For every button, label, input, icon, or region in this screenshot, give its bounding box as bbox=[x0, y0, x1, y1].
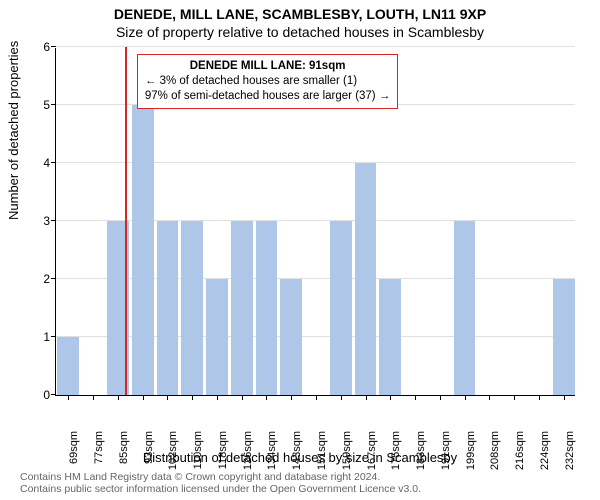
y-tick-mark bbox=[51, 394, 56, 395]
bar bbox=[57, 337, 79, 395]
bar bbox=[256, 221, 278, 395]
x-tick-mark bbox=[118, 395, 119, 400]
x-tick-mark bbox=[341, 395, 342, 400]
x-axis-label: Distribution of detached houses by size … bbox=[0, 450, 600, 465]
y-tick-label: 5 bbox=[26, 98, 50, 112]
annotation-box: DENEDE MILL LANE: 91sqm← 3% of detached … bbox=[137, 54, 398, 109]
x-tick-mark bbox=[217, 395, 218, 400]
grid-line bbox=[56, 46, 575, 47]
x-tick-mark bbox=[489, 395, 490, 400]
x-tick-mark bbox=[143, 395, 144, 400]
y-tick-label: 6 bbox=[26, 40, 50, 54]
y-tick-label: 0 bbox=[26, 388, 50, 402]
plot-area: 012345669sqm77sqm85sqm93sqm102sqm110sqm1… bbox=[55, 48, 575, 396]
y-tick-mark bbox=[51, 46, 56, 47]
chart-container: DENEDE, MILL LANE, SCAMBLESBY, LOUTH, LN… bbox=[0, 0, 600, 500]
bar bbox=[231, 221, 253, 395]
footer-line1: Contains HM Land Registry data © Crown c… bbox=[20, 471, 421, 484]
x-tick-mark bbox=[390, 395, 391, 400]
bar bbox=[280, 279, 302, 395]
bar bbox=[132, 105, 154, 395]
x-tick-mark bbox=[93, 395, 94, 400]
chart-title-line1: DENEDE, MILL LANE, SCAMBLESBY, LOUTH, LN… bbox=[0, 0, 600, 22]
footer-line2: Contains public sector information licen… bbox=[20, 483, 421, 496]
x-tick-mark bbox=[68, 395, 69, 400]
y-tick-label: 3 bbox=[26, 214, 50, 228]
x-tick-mark bbox=[440, 395, 441, 400]
bar bbox=[355, 163, 377, 395]
x-tick-mark bbox=[266, 395, 267, 400]
y-tick-mark bbox=[51, 278, 56, 279]
bar bbox=[330, 221, 352, 395]
y-tick-label: 4 bbox=[26, 156, 50, 170]
bar bbox=[553, 279, 575, 395]
annotation-title: DENEDE MILL LANE: 91sqm bbox=[145, 59, 390, 74]
y-tick-label: 1 bbox=[26, 330, 50, 344]
x-tick-mark bbox=[514, 395, 515, 400]
chart-title-line2: Size of property relative to detached ho… bbox=[0, 22, 600, 40]
x-tick-mark bbox=[167, 395, 168, 400]
bar bbox=[157, 221, 179, 395]
x-tick-mark bbox=[192, 395, 193, 400]
x-tick-mark bbox=[366, 395, 367, 400]
x-tick-mark bbox=[242, 395, 243, 400]
bar bbox=[379, 279, 401, 395]
annotation-line2: ← 3% of detached houses are smaller (1) bbox=[145, 74, 390, 89]
annotation-line3: 97% of semi-detached houses are larger (… bbox=[145, 89, 390, 104]
bar bbox=[454, 221, 476, 395]
y-tick-mark bbox=[51, 336, 56, 337]
x-tick-mark bbox=[415, 395, 416, 400]
y-axis-label: Number of detached properties bbox=[6, 41, 21, 220]
footer-attribution: Contains HM Land Registry data © Crown c… bbox=[20, 471, 421, 496]
marker-line bbox=[125, 47, 127, 395]
x-tick-mark bbox=[291, 395, 292, 400]
x-tick-mark bbox=[465, 395, 466, 400]
y-tick-mark bbox=[51, 104, 56, 105]
y-tick-label: 2 bbox=[26, 272, 50, 286]
x-tick-mark bbox=[564, 395, 565, 400]
x-tick-mark bbox=[539, 395, 540, 400]
bar bbox=[181, 221, 203, 395]
y-tick-mark bbox=[51, 162, 56, 163]
y-tick-mark bbox=[51, 220, 56, 221]
x-tick-mark bbox=[316, 395, 317, 400]
bar bbox=[206, 279, 228, 395]
